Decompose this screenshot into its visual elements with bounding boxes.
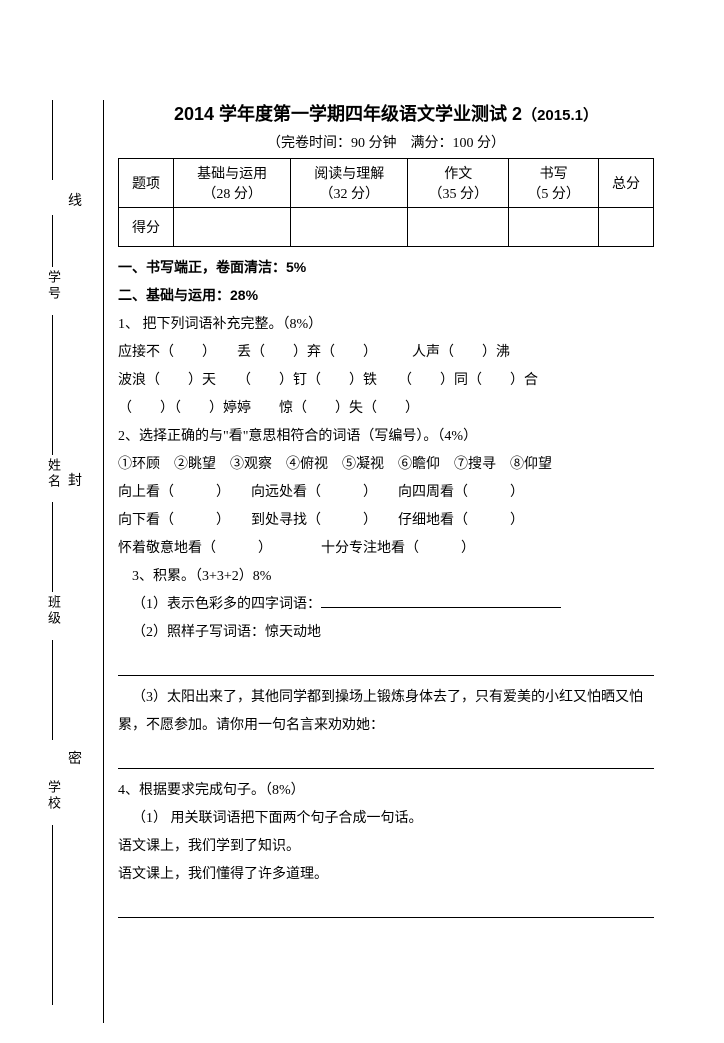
exam-page: 线 学号 姓名 封 班级 密 学校 2014 学年度第一学期四年级语文学业测试 …	[0, 0, 724, 1043]
q3-title: 3、积累。（3+3+2）8%	[118, 563, 654, 591]
q4-line2: 语文课上，我们懂得了许多道理。	[118, 861, 654, 889]
section-1-title: 一、书写端正，卷面清洁：5%	[118, 257, 654, 277]
q4-line1: 语文课上，我们学到了知识。	[118, 833, 654, 861]
score-cell[interactable]	[291, 208, 408, 247]
q3-part1: （1）表示色彩多的四字词语：	[118, 591, 654, 619]
content-area: 2014 学年度第一学期四年级语文学业测试 2（2015.1） （完卷时间：90…	[118, 100, 654, 926]
q2-line2: 向下看（ ） 到处寻找（ ） 仔细地看（ ）	[118, 507, 654, 535]
title-main: 2014 学年度第一学期四年级语文学业测试 2	[174, 104, 522, 124]
q1-line2: 波浪（ ）天 （ ）钉（ ）铁 （ ）同（ ）合	[118, 367, 654, 395]
col-header: 书写（5 分）	[509, 159, 599, 208]
answer-blank[interactable]	[321, 593, 561, 608]
table-row: 题项 基础与运用（28 分） 阅读与理解（32 分） 作文（35 分） 书写（5…	[119, 159, 654, 208]
bind-rule	[52, 215, 53, 267]
exam-title: 2014 学年度第一学期四年级语文学业测试 2（2015.1）	[118, 100, 654, 126]
answer-line[interactable]	[118, 655, 654, 676]
q3-p1-label: （1）表示色彩多的四字词语：	[132, 597, 321, 612]
row-label: 得分	[119, 208, 174, 247]
col-header: 阅读与理解（32 分）	[291, 159, 408, 208]
bind-label-banji: 班级	[44, 595, 63, 627]
binding-strip: 线 学号 姓名 封 班级 密 学校	[44, 100, 94, 1023]
q2-options: ①环顾 ②眺望 ③观察 ④俯视 ⑤凝视 ⑥瞻仰 ⑦搜寻 ⑧仰望	[118, 451, 654, 479]
bind-rule	[52, 502, 53, 592]
exam-subhead: （完卷时间：90 分钟 满分：100 分）	[118, 132, 654, 152]
q3-part2: （2）照样子写词语：惊天动地	[118, 619, 654, 647]
q4-part1: （1） 用关联词语把下面两个句子合成一句话。	[118, 805, 654, 833]
col-header: 题项	[119, 159, 174, 208]
score-cell[interactable]	[174, 208, 291, 247]
bind-rule	[52, 640, 53, 740]
section-2-title: 二、基础与运用：28%	[118, 285, 654, 305]
left-border	[103, 100, 104, 1023]
col-header: 作文（35 分）	[408, 159, 509, 208]
q2-line1: 向上看（ ） 向远处看（ ） 向四周看（ ）	[118, 479, 654, 507]
answer-line[interactable]	[118, 897, 654, 918]
q2-line3: 怀着敬意地看（ ） 十分专注地看（ ）	[118, 535, 654, 563]
q1-line3: （ ）（ ）婷婷 惊（ ）失（ ）	[118, 395, 654, 423]
bind-label-xuehao: 学号	[44, 270, 63, 302]
q1-line1: 应接不（ ） 丢（ ）弃（ ） 人声（ ）沸	[118, 339, 654, 367]
score-table: 题项 基础与运用（28 分） 阅读与理解（32 分） 作文（35 分） 书写（5…	[118, 158, 654, 247]
bind-rule	[52, 315, 53, 455]
score-cell[interactable]	[599, 208, 654, 247]
seal-char-mi: 密	[68, 748, 82, 768]
col-header: 基础与运用（28 分）	[174, 159, 291, 208]
col-header: 总分	[599, 159, 654, 208]
q2-title: 2、选择正确的与"看"意思相符合的词语（写编号）。（4%）	[118, 423, 654, 451]
score-cell[interactable]	[509, 208, 599, 247]
table-row: 得分	[119, 208, 654, 247]
score-cell[interactable]	[408, 208, 509, 247]
bind-label-xuexiao: 学校	[44, 780, 63, 812]
q4-title: 4、根据要求完成句子。（8%）	[118, 777, 654, 805]
bind-rule	[52, 100, 53, 180]
title-date: （2015.1）	[522, 107, 598, 124]
seal-char-feng: 封	[68, 470, 82, 490]
bind-label-xingming: 姓名	[44, 458, 63, 490]
bind-rule	[52, 825, 53, 1005]
seal-char-line: 线	[68, 190, 82, 210]
q1-title: 1、 把下列词语补充完整。（8%）	[118, 311, 654, 339]
answer-line[interactable]	[118, 748, 654, 769]
q3-part3: （3）太阳出来了，其他同学都到操场上锻炼身体去了，只有爱美的小红又怕晒又怕累，不…	[118, 684, 654, 740]
